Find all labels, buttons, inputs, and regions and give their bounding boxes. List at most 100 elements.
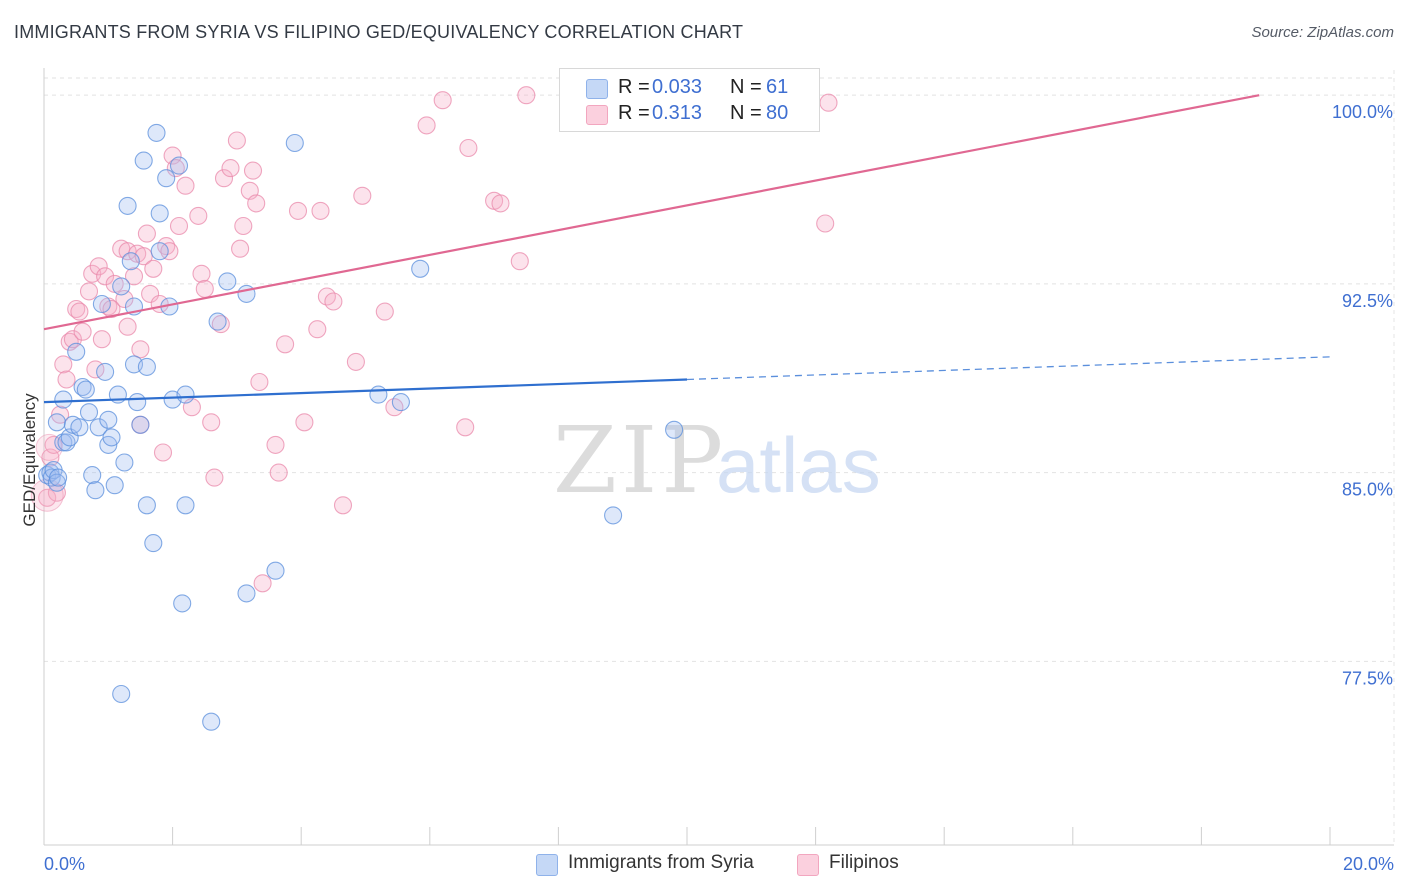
syria-point-23 (99, 410, 118, 429)
filipino-point-34 (153, 443, 173, 462)
y-axis-label: GED/Equivalency (20, 393, 39, 527)
x-tick-label-max: 20.0% (1343, 854, 1394, 874)
filipino-point-68 (353, 186, 372, 205)
legend-r-label: R = (618, 76, 650, 98)
filipino-point-30 (137, 224, 156, 243)
legend-row-syria: R = 0.033 N = 61 (560, 75, 819, 101)
y-tick-label-0: 77.5% (1342, 668, 1393, 688)
y-tick-label-1: 85.0% (1342, 480, 1393, 500)
filipino-point-47 (211, 315, 230, 334)
filipino-point-5 (54, 355, 73, 374)
syria-point-9 (57, 433, 76, 452)
filipino-point-49 (221, 159, 240, 178)
syria-point-37 (137, 496, 156, 515)
syria-point-16 (79, 403, 99, 422)
syria-point-55 (285, 133, 304, 153)
filipino-point-31 (141, 284, 160, 303)
filipino-point-39 (169, 216, 189, 236)
filipino-point-60 (288, 201, 308, 220)
filipino-point-10 (70, 302, 89, 321)
filipino-point-65 (324, 292, 343, 311)
filipino-point-11 (73, 322, 92, 341)
filipino-point-46 (205, 468, 224, 487)
syria-point-13 (70, 418, 89, 437)
syria-point-59 (604, 506, 623, 525)
syria-point-34 (131, 415, 150, 434)
filipino-point-66 (333, 496, 353, 515)
filipino-point-36 (160, 242, 179, 261)
syria-point-51 (218, 272, 237, 291)
filipino-point-63 (311, 201, 330, 220)
syria-point-17 (83, 466, 102, 485)
filipino-point-19 (102, 299, 121, 319)
filipino-point-79 (816, 214, 835, 233)
filipino-point-51 (231, 239, 250, 258)
syria-point-49 (202, 712, 221, 731)
filipino-point-25 (124, 267, 144, 286)
filipino-point-71 (417, 116, 436, 135)
bottom-legend-label-filipinos: Filipinos (829, 852, 899, 873)
syria-point-19 (89, 418, 108, 437)
syria-point-28 (115, 453, 134, 472)
filipino-point-38 (166, 159, 185, 178)
filipino-cluster-blob (30, 478, 64, 512)
syria-point-40 (150, 242, 169, 261)
source-attribution: Source: ZipAtlas.com (1251, 24, 1394, 41)
filipino-point-16 (92, 330, 111, 349)
filipino-points (30, 86, 838, 593)
filipino-point-24 (118, 317, 137, 336)
filipino-point-32 (144, 259, 163, 278)
filipino-point-52 (234, 216, 253, 236)
syria-point-61 (112, 684, 131, 704)
trend-lines (43, 94, 1331, 404)
filipino-point-50 (227, 131, 246, 150)
syria-point-38 (144, 534, 163, 553)
syria-point-39 (147, 123, 166, 142)
filipino-trend-line (43, 94, 1260, 331)
syria-point-20 (92, 294, 111, 314)
watermark-atlas: atlas (716, 421, 881, 509)
filipino-point-0 (38, 488, 57, 507)
filipino-point-67 (346, 352, 365, 371)
syria-point-56 (369, 385, 388, 404)
syria-point-53 (237, 584, 256, 603)
legend-n-value-filipinos: 80 (766, 102, 789, 124)
x-tick-label-min: 0.0% (44, 854, 85, 874)
syria-point-46 (173, 594, 192, 613)
syria-point-14 (73, 377, 92, 397)
syria-point-15 (76, 380, 95, 399)
syria-point-2 (42, 468, 61, 487)
filipino-cluster-blob-2 (35, 433, 63, 461)
filipino-point-55 (247, 194, 266, 213)
filipino-point-17 (96, 267, 115, 286)
filipino-point-74 (459, 138, 478, 158)
syria-point-12 (67, 342, 86, 361)
filipino-point-40 (176, 176, 195, 195)
filipino-point-12 (79, 282, 99, 301)
syria-point-45 (169, 156, 189, 175)
filipino-point-56 (250, 372, 269, 392)
syria-point-36 (137, 357, 156, 376)
syria-point-29 (118, 196, 137, 215)
y-tick-label-2: 92.5% (1342, 291, 1393, 311)
syria-trend-line (43, 378, 688, 404)
filipino-point-62 (308, 320, 327, 339)
filipino-point-45 (202, 413, 221, 432)
bottom-legend-swatch-syria (536, 854, 558, 876)
syria-point-24 (102, 428, 121, 447)
filipino-point-48 (214, 169, 234, 188)
syria-point-57 (391, 393, 410, 412)
filipino-point-80 (819, 93, 838, 112)
filipino-point-43 (192, 264, 211, 283)
axes (43, 68, 1394, 846)
syria-point-8 (54, 390, 73, 409)
syria-points (38, 123, 684, 731)
filipino-point-57 (266, 435, 285, 454)
syria-point-47 (176, 385, 195, 404)
legend-r-value-syria: 0.033 (652, 76, 703, 98)
syria-point-33 (128, 393, 147, 412)
watermark-zip: ZIP (553, 407, 727, 514)
filipino-point-76 (491, 194, 510, 213)
syria-point-21 (96, 362, 115, 381)
syria-point-60 (665, 420, 684, 439)
